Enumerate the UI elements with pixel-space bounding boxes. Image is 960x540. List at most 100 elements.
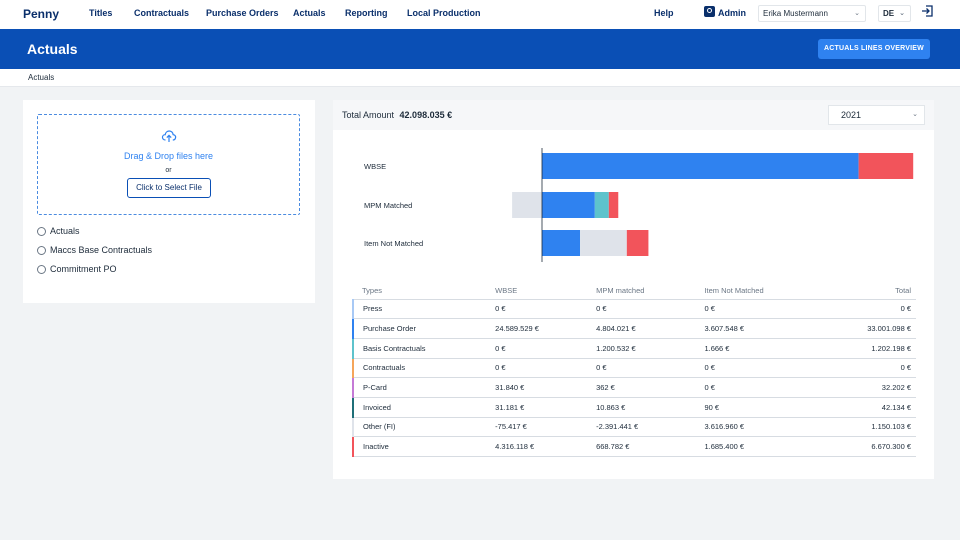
nav-link-reporting[interactable]: Reporting — [345, 8, 388, 18]
column-header: MPM matched — [587, 282, 696, 300]
value-cell: 3.607.548 € — [695, 318, 822, 339]
radio-circle[interactable] — [37, 245, 46, 255]
value-cell: 0 € — [486, 338, 588, 359]
year-select[interactable]: 2021 ⌄ — [828, 105, 925, 125]
actuals-summary-panel: Total Amount 42.098.035 € 2021 ⌄ WBSE MPM… — [333, 100, 934, 479]
cloud-upload-icon — [161, 130, 177, 142]
nav-link-help[interactable]: Help — [654, 8, 674, 18]
radio-commitment-po[interactable]: Commitment PO — [37, 264, 117, 274]
value-cell: 1.202.198 € — [821, 338, 916, 359]
value-cell: 3.616.960 € — [695, 417, 822, 438]
total-amount-value: 42.098.035 € — [399, 110, 453, 120]
chevron-down-icon: ⌄ — [899, 10, 905, 17]
radio-actuals[interactable]: Actuals — [37, 226, 80, 236]
page-title: Actuals — [27, 41, 78, 57]
radio-maccs-base-contractuals[interactable]: Maccs Base Contractuals — [37, 245, 152, 255]
breadcrumb-bar: Actuals — [0, 69, 960, 87]
type-cell: Purchase Order — [351, 318, 487, 339]
radio-label: Commitment PO — [50, 264, 117, 274]
value-cell: 0 € — [695, 299, 822, 320]
chevron-down-icon: ⌄ — [912, 111, 918, 118]
value-cell: 0 € — [695, 358, 822, 379]
bar-segment — [608, 192, 619, 218]
total-amount-bar: Total Amount 42.098.035 € 2021 ⌄ — [333, 100, 934, 130]
value-cell: 4.804.021 € — [587, 318, 696, 339]
drop-files-text: Drag & Drop files here — [123, 151, 214, 161]
type-cell: Basis Contractuals — [351, 338, 487, 359]
nav-link-purchase-orders[interactable]: Purchase Orders — [206, 8, 279, 18]
value-cell: 362 € — [587, 377, 696, 398]
value-cell: 31.181 € — [486, 397, 588, 418]
column-header: WBSE — [486, 282, 588, 300]
page-header: Actuals ACTUALS LINES OVERVIEW — [0, 29, 960, 69]
value-cell: 4.316.118 € — [486, 436, 588, 457]
nav-link-titles[interactable]: Titles — [89, 8, 113, 18]
type-cell: Inactive — [351, 436, 487, 457]
type-cell: Press — [351, 299, 487, 320]
value-cell: 42.134 € — [821, 397, 916, 418]
nav-link-local-production[interactable]: Local Production — [407, 8, 481, 18]
value-cell: 0 € — [486, 358, 588, 379]
bar-segment — [512, 192, 542, 218]
total-amount: Total Amount 42.098.035 € — [342, 110, 452, 120]
table-row: P-Card 31.840 €362 €0 €32.202 € — [351, 377, 916, 398]
value-cell: -75.417 € — [486, 417, 588, 438]
table-row: Invoiced 31.181 €10.863 €90 €42.134 € — [351, 397, 916, 418]
radio-label: Actuals — [50, 226, 80, 236]
admin-icon — [704, 6, 715, 17]
value-cell: -2.391.441 € — [587, 417, 696, 438]
language-value: DE — [883, 9, 895, 18]
user-select[interactable]: Erika Mustermann ⌄ — [758, 5, 866, 22]
value-cell: 33.001.098 € — [821, 318, 916, 339]
table-header-row: Types WBSE MPM matched Item Not Matched Tota… — [353, 282, 916, 300]
value-cell: 1.685.400 € — [695, 436, 822, 457]
stacked-bar-chart: WBSE MPM Matched Item Not Matched — [364, 135, 921, 263]
column-header: Item Not Matched — [695, 282, 822, 300]
brand-logo[interactable]: Penny — [23, 7, 60, 21]
table-row: Purchase Order 24.589.529 €4.804.021 €3.6… — [351, 318, 916, 339]
nav-link-admin[interactable]: Admin — [718, 8, 746, 18]
value-cell: 1.666 € — [695, 338, 822, 359]
value-cell: 1.150.103 € — [821, 417, 916, 438]
value-cell: 0 € — [695, 377, 822, 398]
breadcrumb[interactable]: Actuals — [28, 73, 55, 82]
table-row: Press 0 €0 €0 €0 € — [351, 299, 916, 320]
radio-label: Maccs Base Contractuals — [50, 245, 153, 255]
chevron-down-icon: ⌄ — [854, 10, 860, 17]
value-cell: 90 € — [695, 397, 822, 418]
table-row: Inactive 4.316.118 €668.782 €1.685.400 €6… — [351, 436, 916, 457]
year-value: 2021 — [841, 110, 862, 120]
category-label: WBSE — [364, 162, 386, 171]
bar-segment — [580, 230, 627, 256]
nav-link-actuals[interactable]: Actuals — [293, 8, 326, 18]
bar-segment — [542, 230, 581, 256]
category-label: Item Not Matched — [364, 239, 423, 248]
value-cell: 668.782 € — [587, 436, 696, 457]
value-cell: 1.200.532 € — [587, 338, 696, 359]
value-cell: 31.840 € — [486, 377, 588, 398]
table-row: Basis Contractuals 0 €1.200.532 €1.666 €1… — [351, 338, 916, 359]
radio-circle[interactable] — [37, 264, 46, 274]
type-cell: Invoiced — [351, 397, 487, 418]
select-file-button[interactable]: Click to Select File — [127, 178, 211, 198]
language-select[interactable]: DE ⌄ — [878, 5, 911, 22]
value-cell: 0 € — [587, 299, 696, 320]
value-cell: 0 € — [486, 299, 588, 320]
column-header: Total — [821, 282, 916, 300]
radio-circle[interactable] — [37, 226, 46, 236]
table-row: Contractuals 0 €0 €0 €0 € — [351, 358, 916, 379]
bar-segment — [542, 192, 595, 218]
actuals-lines-overview-button[interactable]: ACTUALS LINES OVERVIEW — [818, 39, 930, 59]
nav-link-contractuals[interactable]: Contractuals — [134, 8, 190, 18]
logout-icon[interactable] — [921, 5, 933, 17]
value-cell: 32.202 € — [821, 377, 916, 398]
total-amount-label: Total Amount — [342, 110, 395, 120]
upload-panel: Drag & Drop files here or Click to Selec… — [23, 100, 315, 303]
value-cell: 0 € — [821, 358, 916, 379]
file-dropzone[interactable]: Drag & Drop files here or Click to Selec… — [37, 114, 300, 215]
bar-segment — [594, 192, 609, 218]
bar-segment — [542, 153, 859, 179]
type-cell: Other (FI) — [351, 417, 487, 438]
value-cell: 0 € — [821, 299, 916, 320]
value-cell: 10.863 € — [587, 397, 696, 418]
